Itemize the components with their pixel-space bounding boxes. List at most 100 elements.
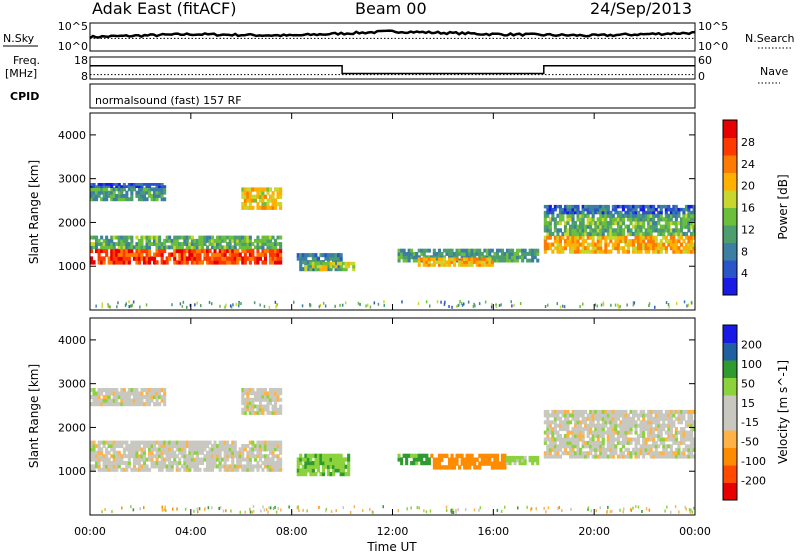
data-cell (543, 430, 547, 435)
data-cell (647, 444, 651, 449)
data-cell (528, 258, 532, 263)
data-cell (500, 258, 504, 263)
data-cell (649, 447, 653, 452)
data-cell (649, 427, 653, 432)
data-cell (266, 461, 270, 465)
data-cell (100, 190, 104, 195)
data-cell (692, 506, 695, 510)
data-cell (112, 187, 116, 192)
data-cell (614, 235, 618, 240)
colorbar-swatch (723, 412, 737, 431)
data-cell (609, 447, 613, 452)
data-cell (654, 434, 658, 438)
data-cell (521, 252, 525, 256)
data-cell (445, 465, 449, 470)
data-cell (302, 508, 304, 512)
data-cell (579, 235, 583, 240)
data-cell (440, 255, 444, 260)
data-cell (109, 305, 111, 309)
data-cell (566, 242, 570, 247)
data-cell (132, 450, 136, 455)
data-cell (679, 454, 683, 459)
data-cell (231, 457, 235, 462)
data-cell (168, 252, 172, 257)
data-cell (495, 465, 499, 470)
data-cell (647, 434, 651, 438)
data-cell (563, 434, 567, 438)
data-cell (135, 440, 139, 445)
data-cell (652, 246, 656, 251)
data-cell (279, 457, 283, 462)
data-cell (632, 451, 636, 456)
data-cell (581, 217, 585, 222)
data-cell (558, 423, 562, 428)
data-cell (692, 440, 696, 445)
data-cell (495, 248, 499, 253)
data-cell (137, 183, 141, 186)
data-cell (271, 461, 275, 465)
data-cell (647, 430, 651, 435)
data-cell (153, 197, 157, 202)
data-cell (163, 391, 167, 396)
velocity-y-label: Slant Range [km] (27, 364, 41, 468)
colorbar-tick-label: 8 (741, 245, 748, 258)
data-cell (579, 413, 583, 418)
data-cell (107, 450, 111, 455)
data-cell (579, 213, 583, 218)
data-cell (173, 457, 177, 462)
data-cell (465, 248, 469, 253)
data-cell (127, 444, 131, 448)
data-cell (654, 423, 658, 428)
data-cell (558, 213, 562, 218)
data-cell (122, 245, 126, 250)
data-cell (596, 210, 600, 215)
data-cell (432, 461, 436, 466)
data-cell (626, 224, 630, 229)
data-cell (112, 450, 116, 455)
data-cell (647, 427, 651, 432)
data-cell (155, 457, 159, 462)
data-cell (163, 450, 167, 455)
data-cell (168, 235, 172, 240)
data-cell (619, 427, 623, 432)
data-cell (563, 427, 567, 432)
data-cell (556, 249, 560, 254)
data-cell (218, 464, 222, 469)
data-cell (248, 198, 252, 203)
data-cell (359, 303, 361, 306)
data-cell (405, 252, 409, 256)
data-cell (213, 461, 217, 465)
data-cell (251, 242, 255, 246)
data-cell (296, 457, 300, 462)
x-tick-label: 08:00 (276, 525, 308, 538)
data-cell (163, 440, 167, 445)
data-cell (117, 402, 121, 407)
data-cell (642, 242, 646, 247)
data-cell (429, 304, 431, 308)
data-cell (546, 210, 550, 215)
data-cell (674, 451, 678, 456)
y-tick-label: 4000 (58, 129, 86, 142)
data-cell (531, 258, 535, 263)
data-cell (609, 235, 613, 240)
data-cell (596, 207, 600, 212)
data-cell (137, 256, 141, 261)
data-cell (125, 444, 129, 448)
data-cell (301, 457, 305, 462)
data-cell (236, 260, 240, 265)
data-cell (654, 427, 658, 432)
data-cell (599, 444, 603, 449)
data-cell (440, 453, 444, 459)
data-cell (110, 388, 114, 393)
data-cell (231, 444, 235, 448)
data-cell (208, 248, 212, 254)
data-cell (493, 465, 497, 470)
data-cell (652, 207, 656, 212)
data-cell (334, 457, 338, 462)
data-cell (316, 461, 320, 466)
data-cell (432, 465, 436, 470)
data-cell (226, 444, 230, 448)
data-cell (271, 388, 275, 392)
data-cell (584, 454, 588, 459)
data-cell (682, 210, 686, 215)
